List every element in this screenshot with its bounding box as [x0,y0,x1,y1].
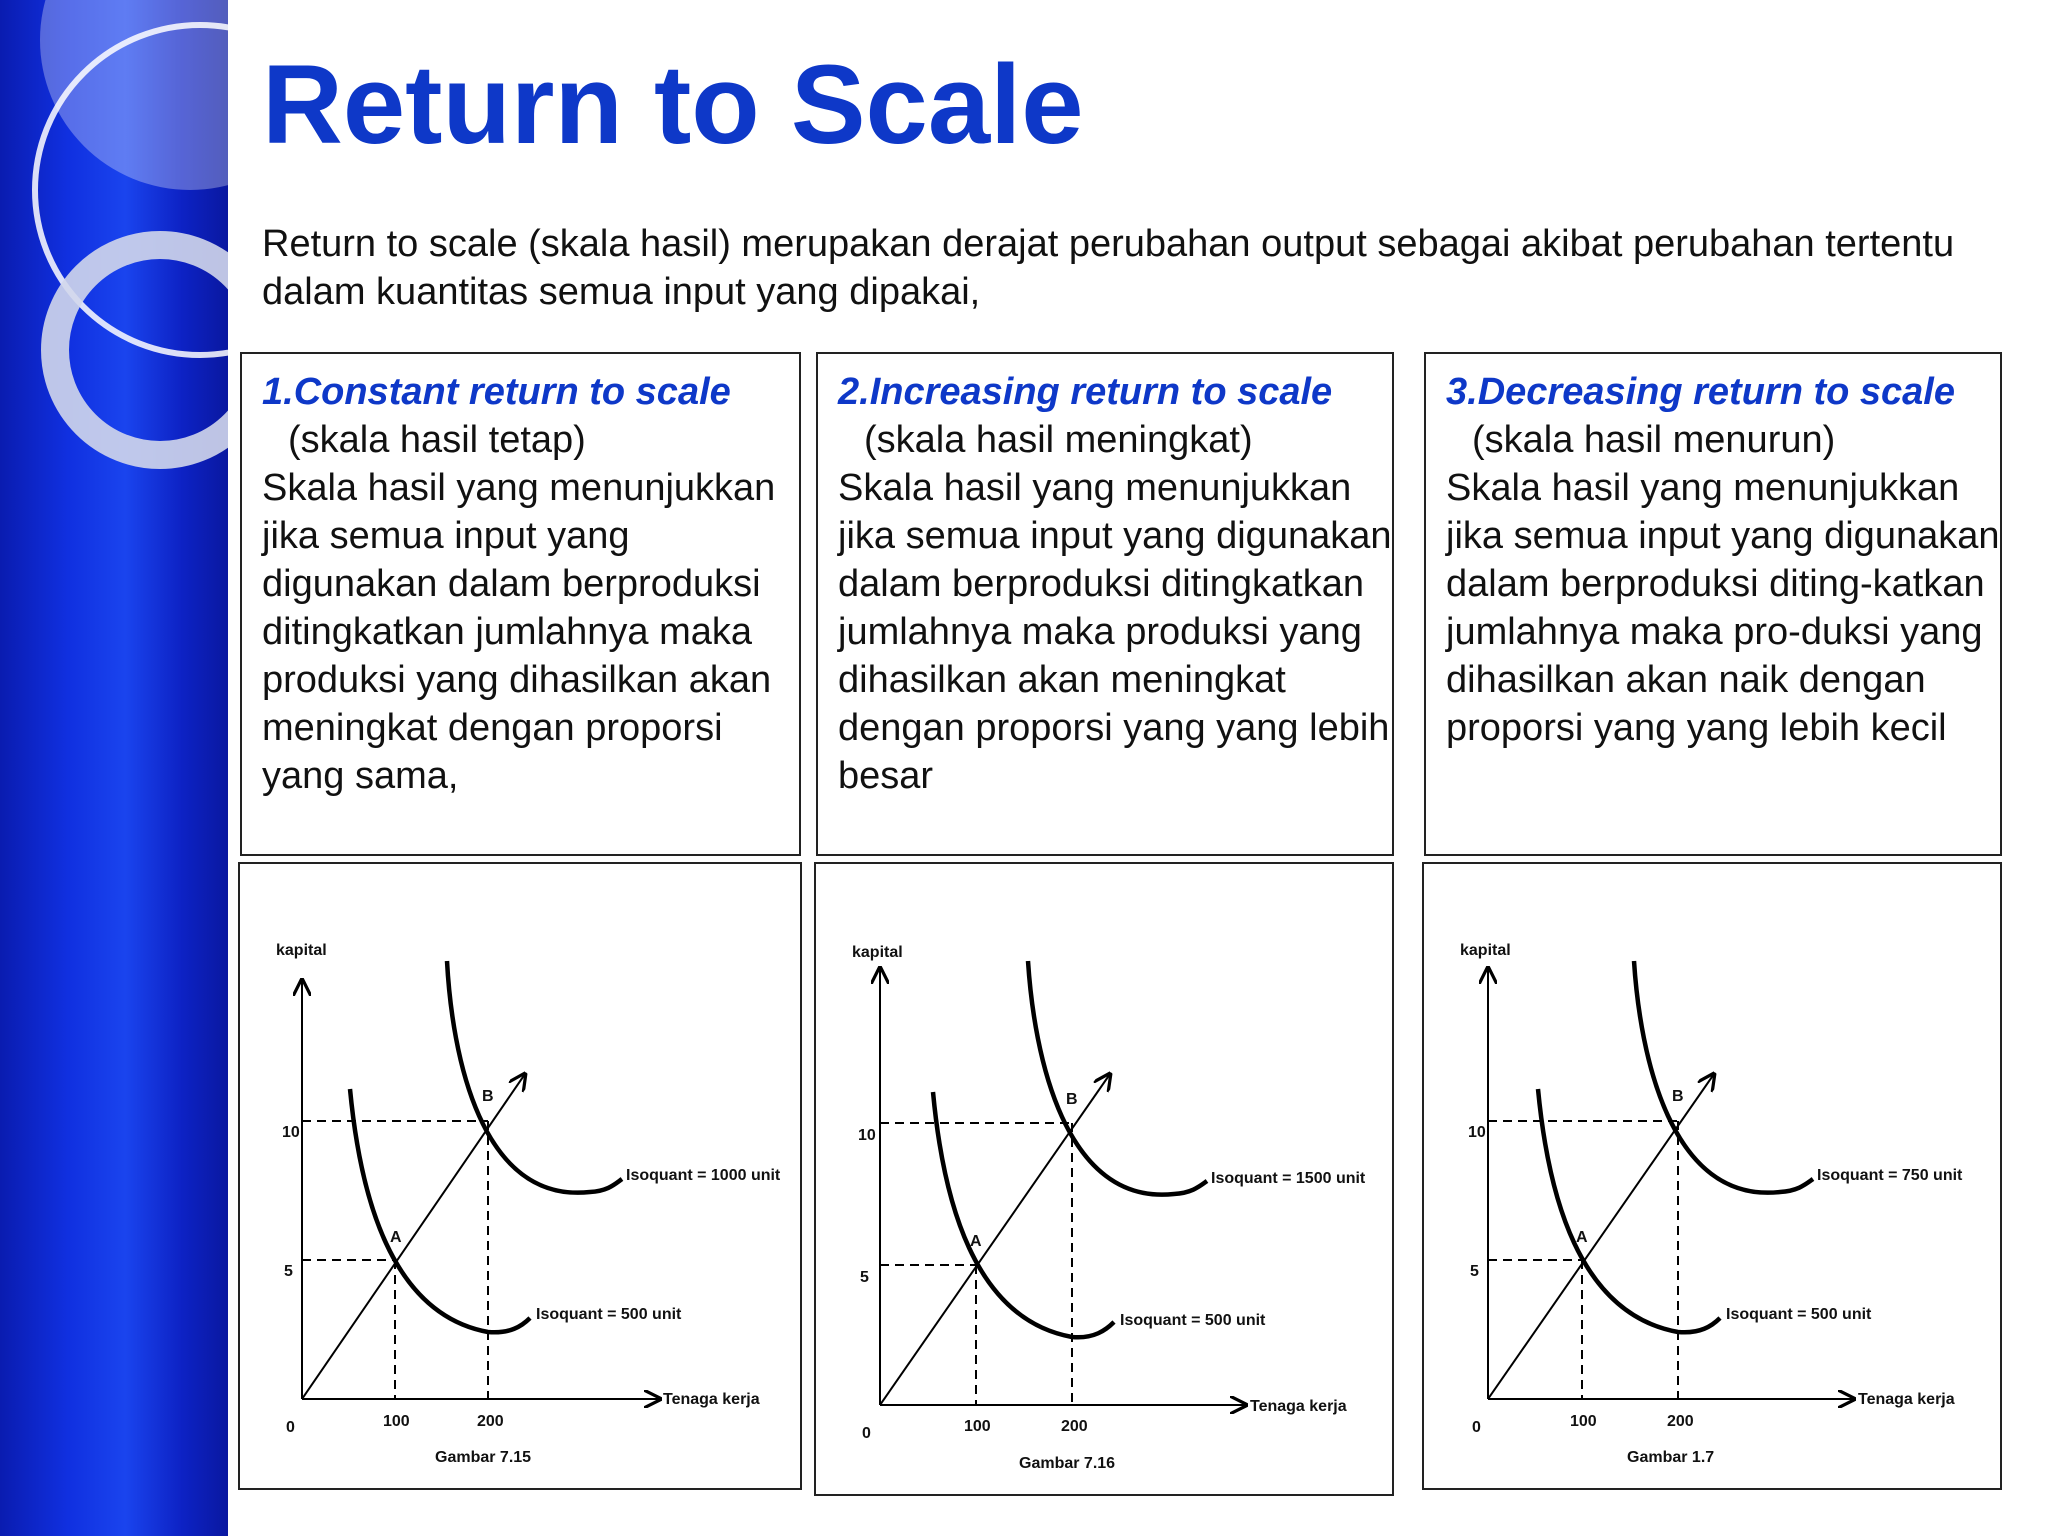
isoquant-high-label: Isoquant = 1500 unit [1211,1170,1366,1187]
y-tick-label: 5 [1470,1263,1479,1280]
decorative-circles [32,0,228,469]
expansion-path [1487,1074,1714,1400]
origin-label: 0 [1472,1419,1481,1436]
reference-lines [880,1122,1073,1405]
y-tick-label: 10 [1468,1124,1486,1141]
section-box-constant: 1.Constant return to scale (skala hasil … [240,352,801,856]
reference-lines [302,1120,489,1399]
section-body: Skala hasil yang menunjukkan jika semua … [1446,467,2000,749]
origin-label: 0 [862,1425,871,1442]
isoquant-high-curve [1025,960,1209,1197]
diagram-constant: kapital Tenaga kerja 0 100 200 5 10 A B … [238,862,802,1490]
point-b-label: B [1066,1091,1078,1108]
point-b-label: B [482,1088,494,1105]
point-a-label: A [1576,1229,1588,1246]
x-axis-label: Tenaga kerja [663,1391,760,1408]
section-heading: 2.Increasing return to scale [838,371,1333,413]
isoquant-low-label: Isoquant = 500 unit [1120,1312,1266,1329]
slide-title: Return to Scale [262,42,1084,167]
y-axis-label: kapital [1460,942,1511,959]
x-tick-label: 100 [1570,1413,1597,1430]
reference-lines [1488,1120,1679,1399]
y-tick-label: 10 [282,1124,300,1141]
figure-caption: Gambar 7.16 [1019,1455,1115,1472]
isoquant-low-curve [1535,1088,1722,1335]
isoquant-low-label: Isoquant = 500 unit [1726,1306,1872,1323]
y-tick-label: 5 [284,1263,293,1280]
figure-caption: Gambar 7.15 [435,1449,531,1466]
x-axis-label: Tenaga kerja [1858,1391,1955,1408]
expansion-path [301,1074,525,1400]
diagram-decreasing: kapital Tenaga kerja 0 100 200 5 10 A B … [1422,862,2002,1490]
section-heading: 3.Decreasing return to scale [1446,371,1955,413]
section-body: Skala hasil yang menunjukkan jika semua … [262,467,776,797]
x-tick-label: 200 [477,1413,504,1430]
figure-caption: Gambar 1.7 [1627,1449,1714,1466]
isoquant-high-curve [1631,960,1815,1195]
section-heading: 1.Constant return to scale [262,371,731,413]
x-tick-label: 200 [1061,1418,1088,1435]
point-b-label: B [1672,1088,1684,1105]
isoquant-high-label: Isoquant = 750 unit [1817,1167,1963,1184]
point-a-label: A [390,1229,402,1246]
isoquant-low-curve [347,1088,532,1335]
section-box-decreasing: 3.Decreasing return to scale (skala hasi… [1424,352,2002,856]
y-tick-label: 5 [860,1269,869,1286]
intro-paragraph: Return to scale (skala hasil) merupakan … [262,223,1955,313]
isoquant-low-curve [930,1091,1116,1340]
isoquant-low-label: Isoquant = 500 unit [536,1306,682,1323]
origin-label: 0 [286,1419,295,1436]
section-subheading: (skala hasil meningkat) [864,419,1253,461]
section-subheading: (skala hasil menurun) [1472,419,1836,461]
section-box-increasing: 2.Increasing return to scale (skala hasi… [816,352,1394,856]
y-axis-label: kapital [276,942,327,959]
sidebar-decoration [0,0,228,1536]
isoquant-high-label: Isoquant = 1000 unit [626,1167,781,1184]
isoquant-high-curve [444,960,624,1195]
y-tick-label: 10 [858,1127,876,1144]
x-tick-label: 100 [383,1413,410,1430]
diagram-increasing: kapital Tenaga kerja 0 100 200 5 10 A B … [814,862,1394,1496]
section-body: Skala hasil yang menunjukkan jika semua … [838,467,1392,797]
x-tick-label: 100 [964,1418,991,1435]
x-tick-label: 200 [1667,1413,1694,1430]
y-axis-label: kapital [852,944,903,961]
section-subheading: (skala hasil tetap) [288,419,586,461]
point-a-label: A [970,1233,982,1250]
x-axis-label: Tenaga kerja [1250,1398,1347,1415]
